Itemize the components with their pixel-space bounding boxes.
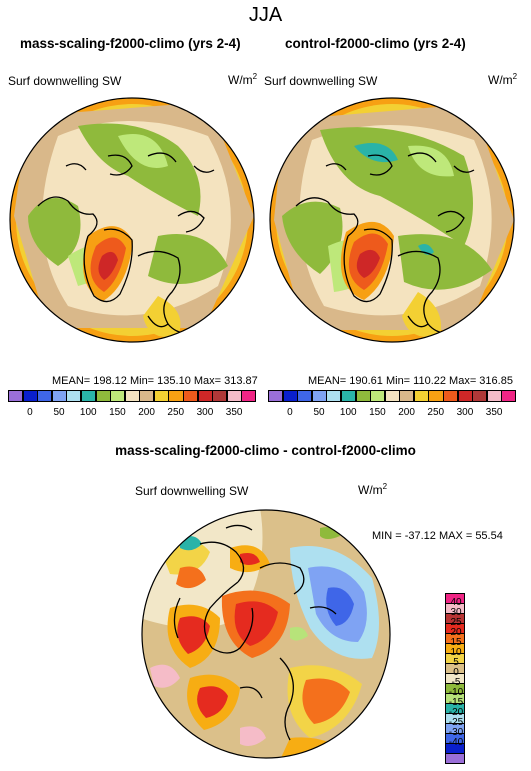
colorbar-swatch — [282, 390, 298, 402]
colorbar-swatch — [241, 390, 257, 402]
colorbar-tick-label: 350 — [485, 407, 503, 418]
colorbar-tick-label: 40 — [450, 597, 462, 608]
colorbar-tick-label: 150 — [109, 407, 126, 418]
colorbar-swatch — [80, 390, 97, 402]
colorbar-swatch — [153, 390, 169, 402]
colorbar-swatch — [124, 390, 140, 402]
colorbar-swatch — [37, 390, 53, 402]
colorbar-left — [8, 390, 257, 402]
colorbar-difference — [445, 593, 465, 764]
colorbar-swatch — [183, 390, 199, 402]
colorbar-swatch — [355, 390, 371, 402]
colorbar-tick-label: 150 — [369, 407, 386, 418]
colorbar-swatch — [51, 390, 67, 402]
difference-variable: Surf downwelling SW — [135, 484, 249, 498]
colorbar-swatch — [197, 390, 213, 402]
colorbar-swatch — [340, 390, 357, 402]
colorbar-swatch — [8, 390, 24, 402]
colorbar-tick-label: -15 — [448, 697, 464, 708]
colorbar-tick-label: -5 — [451, 677, 461, 688]
colorbar-tick-label: 50 — [313, 407, 325, 418]
colorbar-tick-label: -20 — [448, 707, 464, 718]
difference-stats: MIN = -37.12 MAX = 55.54 — [372, 530, 503, 542]
colorbar-tick-label: -25 — [448, 717, 464, 728]
colorbar-tick-label: 10 — [450, 647, 462, 658]
difference-title: mass-scaling-f2000-climo - control-f2000… — [115, 443, 416, 458]
colorbar-swatch — [399, 390, 415, 402]
colorbar-swatch — [311, 390, 327, 402]
colorbar-swatch — [66, 390, 82, 402]
colorbar-swatch — [212, 390, 228, 402]
colorbar-tick-label: 100 — [339, 407, 357, 418]
colorbar-swatch — [268, 390, 284, 402]
colorbar-tick-label: 250 — [427, 407, 445, 418]
colorbar-swatch — [226, 390, 242, 402]
colorbar-swatch — [110, 390, 126, 402]
colorbar-tick-label: 0 — [453, 667, 459, 678]
panel-left-units: W/m2 — [228, 72, 258, 87]
colorbar-swatch — [22, 390, 38, 402]
panel-right-title: control-f2000-climo (yrs 2-4) — [285, 36, 466, 51]
colorbar-tick-label: 200 — [138, 407, 155, 418]
colorbar-swatch — [486, 390, 502, 402]
colorbar-swatch — [297, 390, 313, 402]
colorbar-swatch — [139, 390, 155, 402]
panel-left-variable: Surf downwelling SW — [8, 74, 122, 88]
map-difference — [141, 509, 391, 759]
colorbar-tick-label: 300 — [196, 407, 214, 418]
colorbar-tick-label: 0 — [287, 407, 293, 418]
colorbar-tick-label: -40 — [448, 737, 464, 748]
panel-right-variable: Surf downwelling SW — [264, 74, 378, 88]
colorbar-tick-label: 350 — [225, 407, 243, 418]
colorbar-swatch — [428, 390, 444, 402]
colorbar-tick-label: 300 — [456, 407, 474, 418]
colorbar-swatch — [384, 390, 400, 402]
colorbar-tick-label: 5 — [453, 657, 459, 668]
colorbar-swatch — [95, 390, 111, 402]
colorbar-tick-label: -10 — [448, 687, 464, 698]
colorbar-swatch — [413, 390, 429, 402]
map-left — [9, 97, 255, 343]
colorbar-swatch — [443, 390, 459, 402]
panel-left-title: mass-scaling-f2000-climo (yrs 2-4) — [20, 36, 241, 51]
colorbar-swatch — [457, 390, 473, 402]
panel-left-stats: MEAN= 198.12 Min= 135.10 Max= 313.87 — [52, 375, 258, 387]
colorbar-right — [268, 390, 517, 402]
colorbar-tick-label: 25 — [450, 617, 462, 628]
colorbar-tick-label: 250 — [167, 407, 185, 418]
colorbar-tick-label: 20 — [450, 627, 462, 638]
colorbar-tick-label: 100 — [79, 407, 97, 418]
colorbar-swatch — [168, 390, 184, 402]
colorbar-tick-label: 200 — [398, 407, 415, 418]
panel-right-units: W/m2 — [488, 72, 518, 87]
colorbar-swatch — [472, 390, 488, 402]
panel-right-stats: MEAN= 190.61 Min= 110.22 Max= 316.85 — [308, 375, 513, 387]
map-right — [269, 97, 515, 343]
colorbar-tick-label: 50 — [53, 407, 65, 418]
colorbar-tick-label: 30 — [450, 607, 462, 618]
colorbar-swatch — [501, 390, 517, 402]
colorbar-tick-label: 0 — [27, 407, 33, 418]
season-title: JJA — [248, 4, 283, 26]
colorbar-swatch — [370, 390, 386, 402]
colorbar-tick-label: 15 — [450, 637, 462, 648]
colorbar-swatch — [445, 753, 465, 764]
colorbar-tick-label: -30 — [448, 727, 464, 738]
colorbar-swatch — [326, 390, 342, 402]
difference-units: W/m2 — [358, 482, 388, 497]
